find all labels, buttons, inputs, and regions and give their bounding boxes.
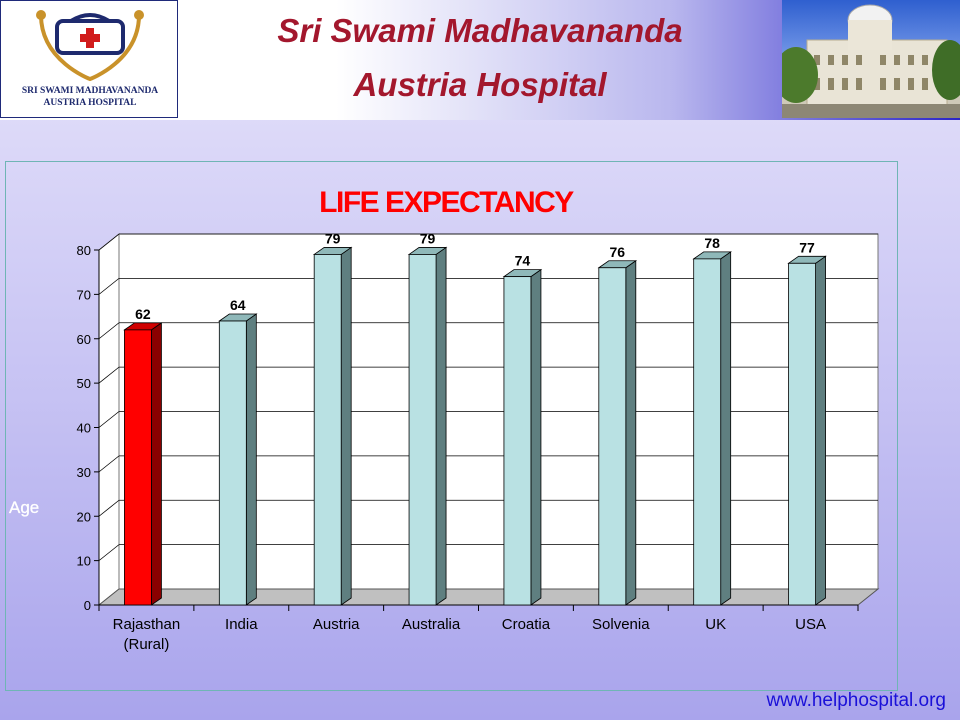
y-tick-label: 70 xyxy=(77,287,91,302)
hospital-logo: SRI SWAMI MADHAVANANDA AUSTRIA HOSPITAL xyxy=(0,0,178,118)
logo-text-line1: SRI SWAMI MADHAVANANDA xyxy=(21,86,159,96)
gridline-depth xyxy=(98,411,120,428)
hospital-building-photo xyxy=(774,0,960,118)
gridline-depth xyxy=(98,322,120,340)
bar xyxy=(408,254,437,606)
bar-side xyxy=(815,255,826,606)
data-label: 62 xyxy=(135,306,151,322)
bar-side xyxy=(435,246,447,606)
x-tick-label: India xyxy=(225,616,258,633)
bar-side xyxy=(340,246,352,606)
y-tick-label: 60 xyxy=(77,332,91,347)
gridline-depth xyxy=(98,499,120,517)
y-tick-label: 30 xyxy=(77,465,91,480)
bar xyxy=(218,320,247,606)
life-expectancy-bar-chart: 0 10 20 30 40 50 60 70 80 LIFE EXPECTANCY Age 62 Raj… xyxy=(9,186,880,653)
bar xyxy=(598,267,627,606)
x-tick-label: Australia xyxy=(402,616,461,633)
x-tick-label: USA xyxy=(795,616,826,633)
bar xyxy=(124,329,152,606)
bar-side xyxy=(245,313,257,606)
y-tick-label: 80 xyxy=(77,243,91,258)
x-tick-label: (Rural) xyxy=(124,636,170,653)
data-label: 79 xyxy=(325,230,341,246)
bar xyxy=(503,276,532,606)
header-banner: SRI SWAMI MADHAVANANDA AUSTRIA HOSPITAL … xyxy=(0,0,960,120)
y-tick-label: 50 xyxy=(77,376,91,391)
y-tick-label: 20 xyxy=(77,509,91,524)
x-tick-label: Croatia xyxy=(502,616,551,633)
x-tick-label: Solvenia xyxy=(592,616,650,633)
x-tick-label: Rajasthan xyxy=(113,616,181,633)
bar-side xyxy=(530,268,542,606)
gridline-depth xyxy=(98,233,120,251)
logo-text-line2: AUSTRIA HOSPITAL xyxy=(43,98,137,108)
data-label: 64 xyxy=(230,297,246,313)
data-label: 78 xyxy=(704,235,720,251)
chart-panel: 0 10 20 30 40 50 60 70 80 LIFE EXPECTANCY Age 62 Raj… xyxy=(5,161,898,691)
bar xyxy=(313,254,342,606)
x-tick-label: Austria xyxy=(313,616,360,633)
website-url[interactable]: www.helphospital.org xyxy=(766,690,946,711)
y-axis-label: Age xyxy=(9,498,39,517)
y-tick-label: 10 xyxy=(77,554,91,569)
x-tick-label: UK xyxy=(705,616,726,633)
gridline-depth xyxy=(98,366,120,384)
page-title-line2: Austria Hospital xyxy=(353,66,607,103)
bar xyxy=(788,262,816,606)
bar-side xyxy=(151,322,162,606)
page-title-line1: Sri Swami Madhavananda xyxy=(277,12,683,49)
bar-side xyxy=(720,251,732,606)
chart-title: LIFE EXPECTANCY xyxy=(319,186,574,219)
gridline-depth xyxy=(98,278,120,295)
data-label: 79 xyxy=(420,230,436,246)
y-tick-label: 0 xyxy=(84,598,91,613)
gridline-depth xyxy=(98,455,120,473)
bar xyxy=(693,258,722,606)
data-label: 74 xyxy=(515,253,531,269)
gridline-depth xyxy=(98,544,120,561)
y-tick-label: 40 xyxy=(77,421,91,436)
chart-floor xyxy=(97,588,880,606)
data-label: 76 xyxy=(610,244,626,260)
data-label: 77 xyxy=(799,239,815,255)
medical-bag-stethoscope-icon xyxy=(36,10,144,82)
bar-side xyxy=(625,259,637,606)
